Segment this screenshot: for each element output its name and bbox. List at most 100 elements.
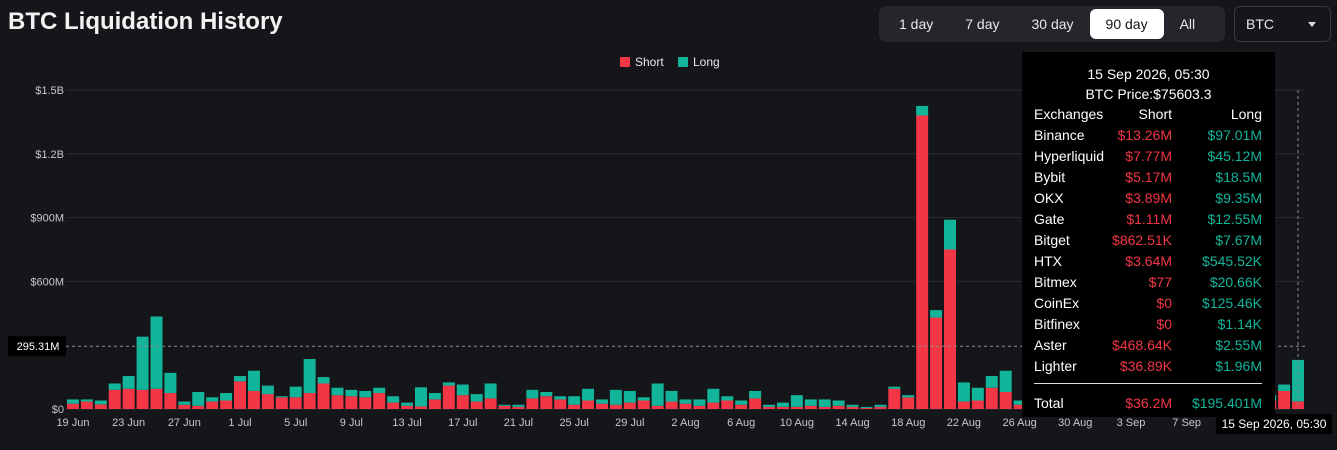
short-bar[interactable] xyxy=(776,406,789,409)
short-bar[interactable] xyxy=(874,406,887,409)
long-bar[interactable] xyxy=(442,382,455,386)
long-bar[interactable] xyxy=(818,399,831,407)
short-bar[interactable] xyxy=(359,397,372,409)
long-bar[interactable] xyxy=(651,383,664,406)
legend-long-swatch[interactable] xyxy=(678,57,688,67)
long-bar[interactable] xyxy=(916,105,929,116)
long-bar[interactable] xyxy=(971,387,984,401)
long-bar[interactable] xyxy=(582,388,595,401)
long-bar[interactable] xyxy=(721,396,734,401)
short-bar[interactable] xyxy=(804,405,817,409)
long-bar[interactable] xyxy=(456,384,469,396)
short-bar[interactable] xyxy=(136,389,149,409)
short-bar[interactable] xyxy=(289,397,302,409)
long-bar[interactable] xyxy=(693,399,706,406)
short-bar[interactable] xyxy=(178,404,191,409)
short-bar[interactable] xyxy=(456,395,469,409)
short-bar[interactable] xyxy=(999,391,1012,409)
short-bar[interactable] xyxy=(609,404,622,409)
long-bar[interactable] xyxy=(401,402,414,406)
long-bar[interactable] xyxy=(317,377,330,384)
short-bar[interactable] xyxy=(484,398,497,409)
short-bar[interactable] xyxy=(1292,401,1305,409)
long-bar[interactable] xyxy=(957,382,970,402)
long-bar[interactable] xyxy=(247,370,260,391)
long-bar[interactable] xyxy=(735,400,748,405)
short-bar[interactable] xyxy=(985,387,998,409)
short-bar[interactable] xyxy=(317,383,330,409)
long-bar[interactable] xyxy=(470,394,483,402)
long-bar[interactable] xyxy=(206,397,219,402)
short-bar[interactable] xyxy=(234,381,247,409)
long-bar[interactable] xyxy=(623,390,636,403)
long-bar[interactable] xyxy=(345,389,358,397)
short-bar[interactable] xyxy=(582,400,595,409)
long-bar[interactable] xyxy=(944,219,956,250)
long-bar[interactable] xyxy=(108,383,121,390)
long-bar[interactable] xyxy=(595,399,608,404)
long-bar[interactable] xyxy=(999,370,1012,392)
long-bar[interactable] xyxy=(776,402,789,407)
long-bar[interactable] xyxy=(373,387,386,394)
short-bar[interactable] xyxy=(916,115,929,410)
short-bar[interactable] xyxy=(428,399,441,409)
long-bar[interactable] xyxy=(261,385,274,395)
short-bar[interactable] xyxy=(721,400,734,409)
long-bar[interactable] xyxy=(707,388,720,403)
long-bar[interactable] xyxy=(665,390,678,402)
long-bar[interactable] xyxy=(136,336,149,390)
long-bar[interactable] xyxy=(122,376,135,389)
long-bar[interactable] xyxy=(846,404,859,407)
short-bar[interactable] xyxy=(387,402,400,409)
long-bar[interactable] xyxy=(637,397,650,401)
coin-select[interactable]: BTC xyxy=(1234,6,1331,42)
short-bar[interactable] xyxy=(735,404,748,409)
short-bar[interactable] xyxy=(818,406,831,409)
short-bar[interactable] xyxy=(679,403,692,409)
short-bar[interactable] xyxy=(1013,404,1026,409)
short-bar[interactable] xyxy=(415,406,427,409)
short-bar[interactable] xyxy=(275,397,288,409)
long-bar[interactable] xyxy=(66,399,79,404)
short-bar[interactable] xyxy=(846,406,859,409)
long-bar[interactable] xyxy=(874,404,887,407)
short-bar[interactable] xyxy=(595,403,608,409)
long-bar[interactable] xyxy=(568,396,581,405)
short-bar[interactable] xyxy=(651,405,664,409)
long-bar[interactable] xyxy=(164,372,177,394)
long-bar[interactable] xyxy=(331,387,344,396)
short-bar[interactable] xyxy=(220,400,233,409)
long-bar[interactable] xyxy=(749,390,762,399)
short-bar[interactable] xyxy=(108,389,121,409)
short-bar[interactable] xyxy=(554,399,567,409)
long-bar[interactable] xyxy=(498,404,511,406)
long-bar[interactable] xyxy=(832,400,845,406)
long-bar[interactable] xyxy=(289,386,302,398)
long-bar[interactable] xyxy=(554,396,567,400)
short-bar[interactable] xyxy=(944,249,956,410)
long-bar[interactable] xyxy=(790,395,803,407)
short-bar[interactable] xyxy=(957,401,970,409)
long-bar[interactable] xyxy=(1013,400,1026,405)
range-1-day-button[interactable]: 1 day xyxy=(899,16,934,32)
long-bar[interactable] xyxy=(902,395,915,398)
long-bar[interactable] xyxy=(930,310,943,318)
short-bar[interactable] xyxy=(888,388,901,409)
short-bar[interactable] xyxy=(206,401,219,409)
short-bar[interactable] xyxy=(930,317,943,409)
short-bar[interactable] xyxy=(832,405,845,409)
short-bar[interactable] xyxy=(623,402,636,409)
long-bar[interactable] xyxy=(985,376,998,388)
long-bar[interactable] xyxy=(359,390,372,398)
short-bar[interactable] xyxy=(693,405,706,409)
short-bar[interactable] xyxy=(331,395,344,409)
long-bar[interactable] xyxy=(526,389,539,399)
long-bar[interactable] xyxy=(94,400,107,405)
long-bar[interactable] xyxy=(804,399,817,406)
short-bar[interactable] xyxy=(122,388,135,409)
short-bar[interactable] xyxy=(373,393,386,409)
short-bar[interactable] xyxy=(1278,390,1291,409)
short-bar[interactable] xyxy=(749,398,762,409)
long-bar[interactable] xyxy=(428,393,441,400)
short-bar[interactable] xyxy=(568,404,581,409)
